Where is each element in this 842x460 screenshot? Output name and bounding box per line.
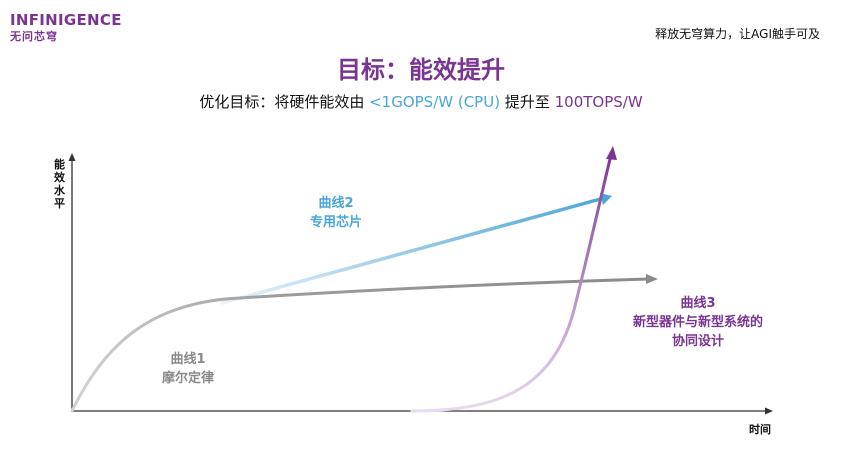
curve2-title: 曲线2 bbox=[318, 196, 354, 211]
subtitle-prefix: 优化目标：将硬件能效由 bbox=[199, 93, 370, 111]
curve2-label: 曲线2 专用芯片 bbox=[298, 194, 374, 232]
curve2-desc: 专用芯片 bbox=[309, 215, 362, 230]
slide-title: 目标：能效提升 bbox=[337, 56, 505, 84]
y-axis-label: 能效水平 bbox=[54, 158, 65, 210]
subtitle-from-value: <1GOPS/W (CPU) bbox=[369, 93, 501, 111]
curve3-line bbox=[410, 146, 617, 413]
subtitle-middle: 提升至 bbox=[500, 93, 555, 111]
brand-logo: INFINIGENCE 无问芯穹 bbox=[10, 11, 122, 43]
y-axis bbox=[68, 153, 76, 412]
curve1-line bbox=[70, 274, 658, 413]
curve3-desc-line2: 协同设计 bbox=[671, 334, 724, 349]
logo-text: INFINIGENCE bbox=[10, 11, 122, 29]
tagline: 释放无穹算力，让AGI触手可及 bbox=[655, 27, 820, 41]
curve1-desc: 摩尔定律 bbox=[161, 371, 214, 386]
curve1-title: 曲线1 bbox=[170, 352, 206, 367]
curve3-label: 曲线3 新型器件与新型系统的 协同设计 bbox=[618, 294, 778, 351]
x-axis-label: 时间 bbox=[749, 423, 771, 436]
curve1-label: 曲线1 摩尔定律 bbox=[150, 350, 226, 388]
curve2-line bbox=[220, 193, 612, 305]
slide-subtitle: 优化目标：将硬件能效由 <1GOPS/W (CPU) 提升至 100TOPS/W bbox=[0, 91, 842, 112]
curve3-desc-line1: 新型器件与新型系统的 bbox=[632, 315, 763, 330]
curve3-title: 曲线3 bbox=[680, 296, 716, 311]
logo-subtext: 无问芯穹 bbox=[10, 30, 58, 43]
subtitle-to-value: 100TOPS/W bbox=[554, 93, 643, 111]
